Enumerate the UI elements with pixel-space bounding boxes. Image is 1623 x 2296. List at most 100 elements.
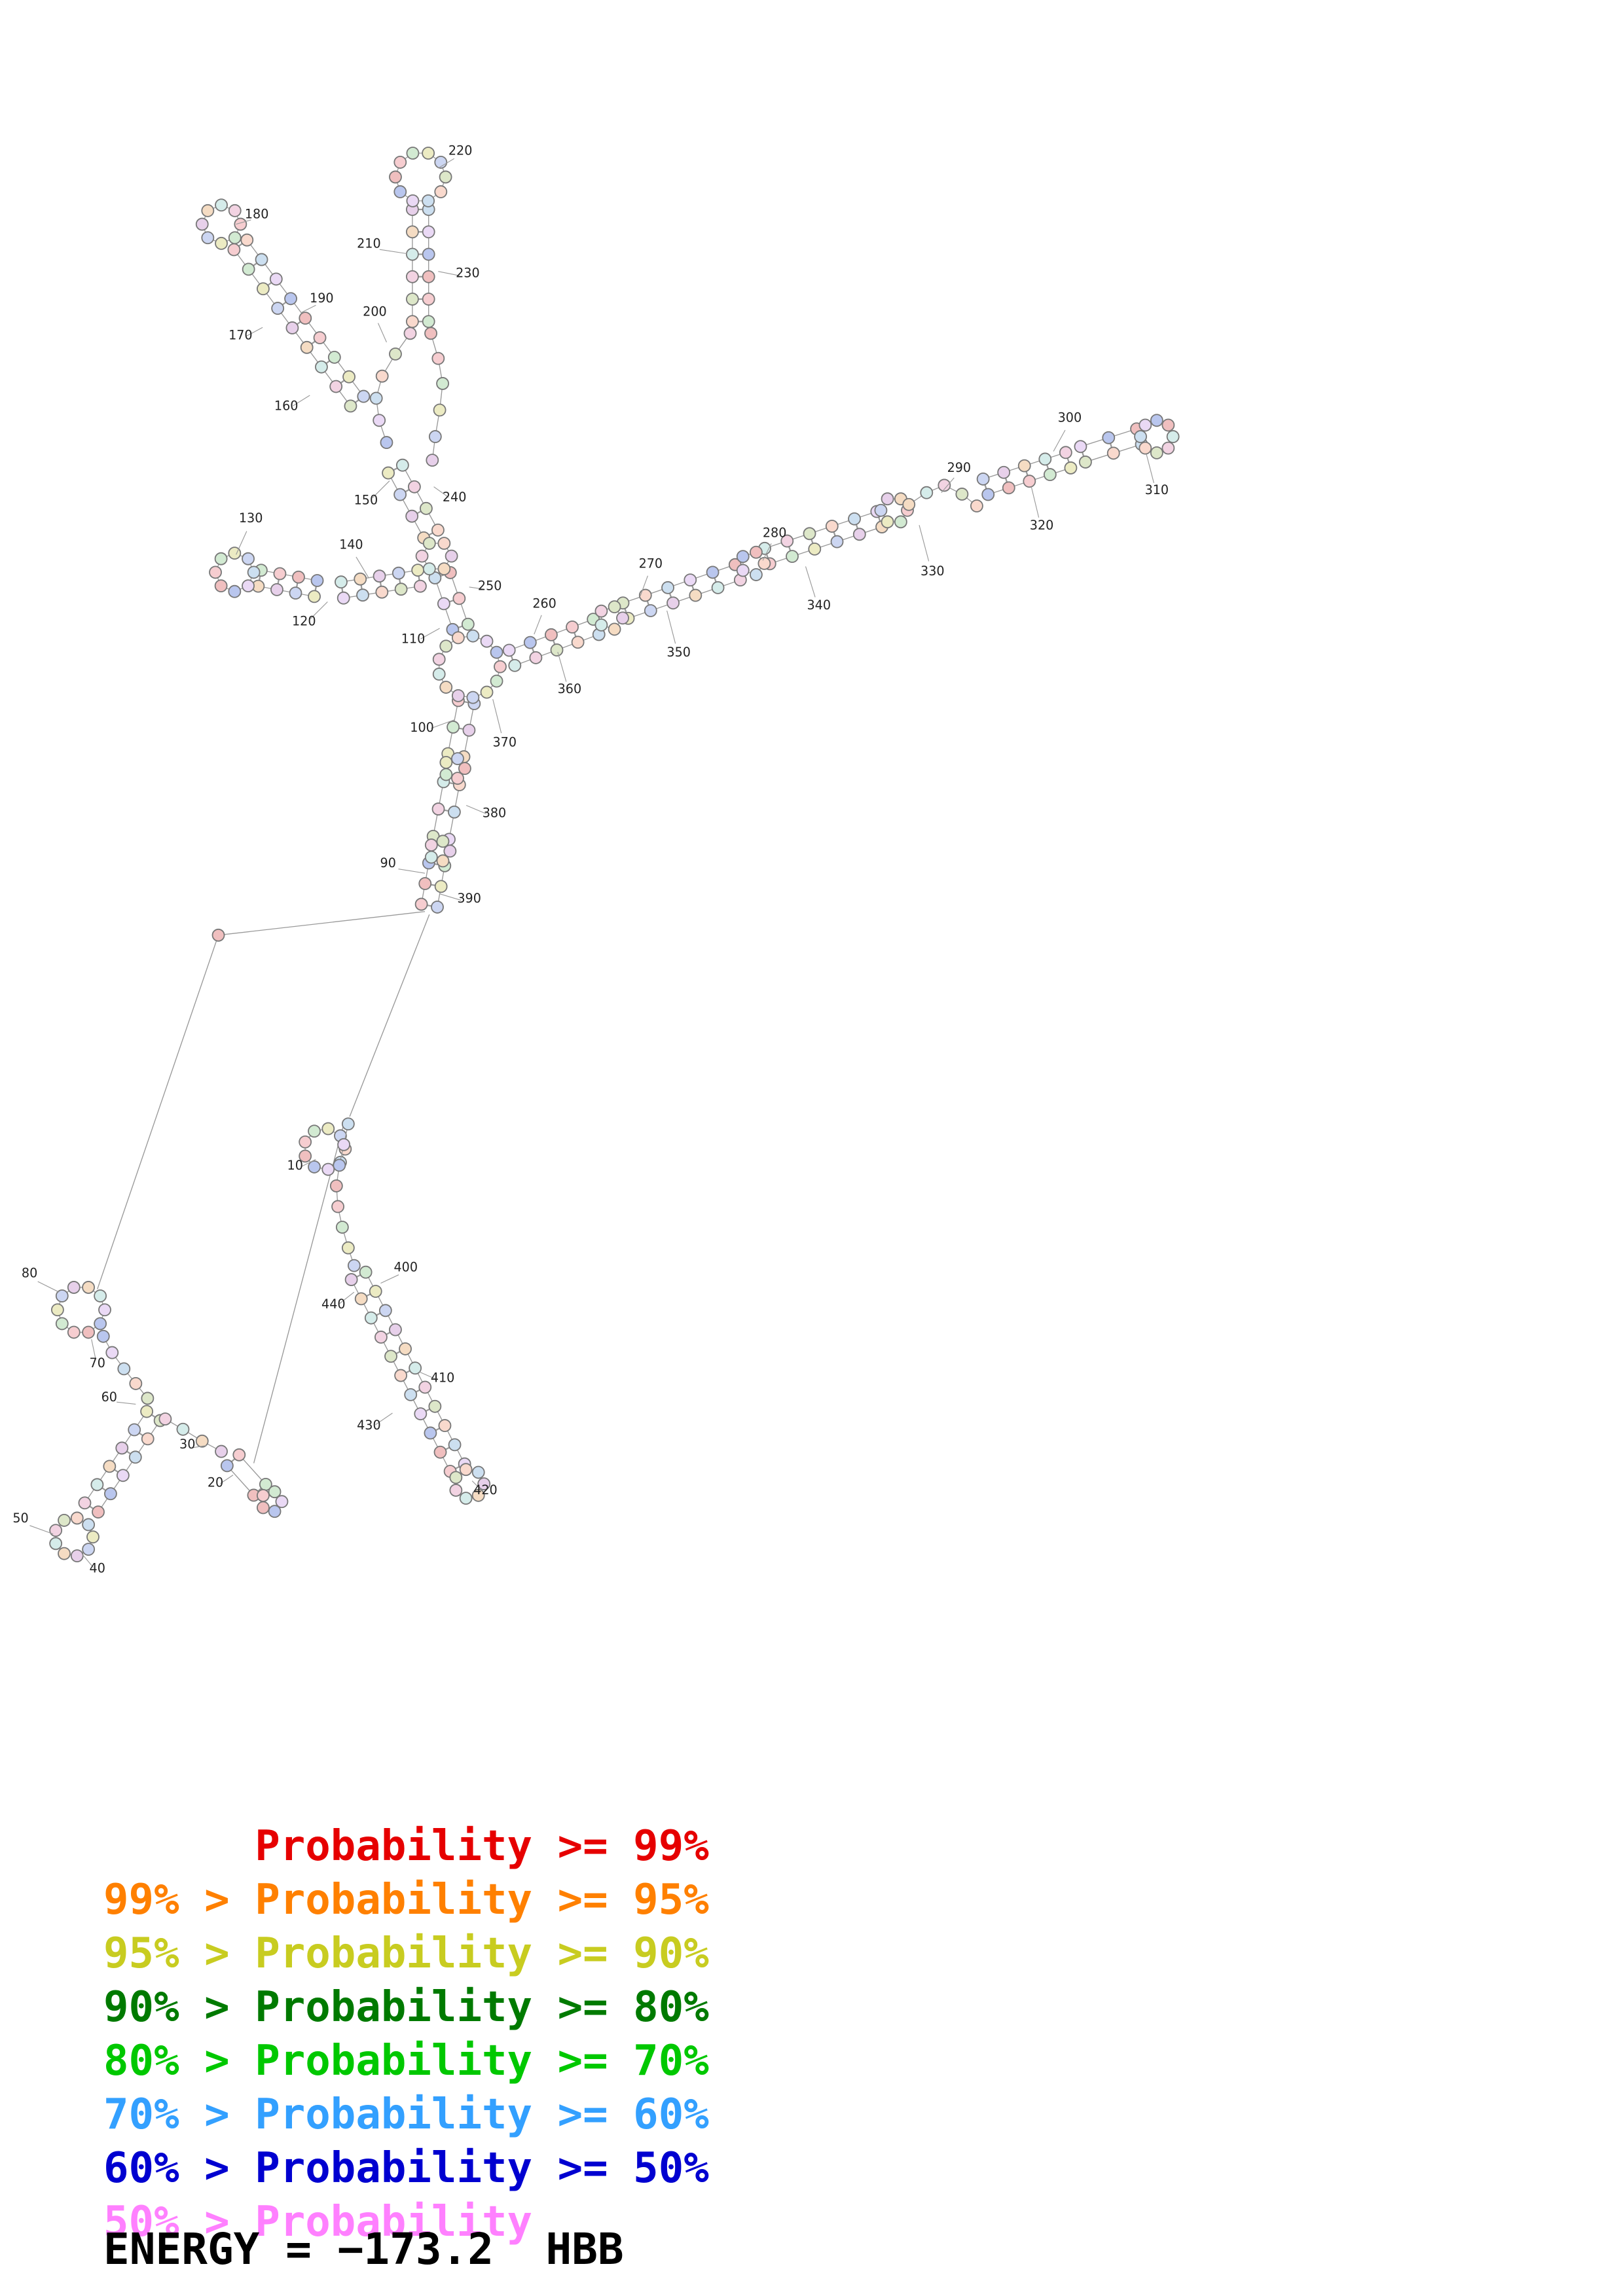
nucleotide bbox=[414, 579, 427, 593]
nucleotide bbox=[711, 581, 725, 594]
nucleotide bbox=[431, 900, 444, 914]
nucleotide bbox=[308, 590, 321, 603]
nucleotide bbox=[49, 1537, 63, 1551]
nucleotide bbox=[329, 1179, 343, 1193]
nucleotide bbox=[228, 584, 242, 598]
nucleotide bbox=[550, 643, 564, 657]
nucleotide bbox=[344, 399, 357, 413]
nucleotide bbox=[104, 1487, 117, 1501]
position-label: 290 bbox=[947, 460, 972, 475]
position-label: 80 bbox=[22, 1266, 37, 1281]
nucleotide bbox=[981, 488, 995, 501]
nucleotide bbox=[881, 492, 894, 506]
nucleotide bbox=[342, 370, 356, 384]
nucleotide bbox=[422, 537, 436, 550]
nucleotide bbox=[418, 1380, 432, 1394]
position-label: 400 bbox=[393, 1260, 418, 1275]
nucleotide bbox=[449, 1471, 463, 1484]
nucleotide bbox=[215, 236, 228, 250]
nucleotide bbox=[389, 347, 402, 361]
backbone-line bbox=[919, 525, 930, 562]
position-label: 140 bbox=[339, 537, 363, 552]
backbone-line bbox=[372, 480, 390, 499]
nucleotide bbox=[419, 501, 433, 515]
backbone-line bbox=[375, 1412, 393, 1426]
position-label: 40 bbox=[90, 1560, 105, 1575]
nucleotide bbox=[970, 499, 983, 512]
position-label: 50 bbox=[12, 1511, 28, 1526]
position-label: 220 bbox=[448, 143, 473, 158]
nucleotide bbox=[414, 1407, 428, 1421]
nucleotide bbox=[1017, 459, 1031, 473]
nucleotide bbox=[1078, 456, 1092, 469]
nucleotide bbox=[451, 689, 465, 702]
nucleotide bbox=[195, 217, 209, 231]
nucleotide bbox=[394, 1369, 408, 1382]
nucleotide bbox=[431, 351, 445, 365]
nucleotide bbox=[706, 565, 720, 579]
nucleotide bbox=[414, 897, 428, 911]
nucleotide bbox=[356, 588, 369, 602]
nucleotide bbox=[462, 723, 476, 737]
legend-entry: 90% > Probability >= 80% bbox=[103, 1983, 709, 2032]
nucleotide bbox=[128, 1423, 141, 1437]
nucleotide bbox=[471, 1465, 485, 1479]
nucleotide bbox=[451, 752, 464, 766]
nucleotide bbox=[176, 1422, 190, 1436]
nucleotide bbox=[874, 503, 888, 517]
nucleotide bbox=[1134, 430, 1147, 443]
nucleotide bbox=[424, 850, 438, 864]
nucleotide bbox=[466, 629, 480, 643]
nucleotide bbox=[214, 579, 228, 593]
nucleotide bbox=[380, 436, 393, 450]
nucleotide bbox=[997, 465, 1011, 479]
position-label: 430 bbox=[357, 1418, 381, 1433]
nucleotide bbox=[437, 562, 451, 576]
nucleotide bbox=[242, 552, 255, 565]
backbone-line bbox=[91, 1339, 96, 1360]
position-label: 240 bbox=[443, 490, 467, 505]
backbone-line bbox=[805, 566, 816, 598]
nucleotide bbox=[215, 198, 228, 212]
nucleotide bbox=[116, 1469, 130, 1482]
energy-label: ENERGY = −173.2 HBB bbox=[103, 2224, 624, 2274]
nucleotide bbox=[803, 527, 816, 541]
backbone-line bbox=[349, 914, 430, 1117]
nucleotide bbox=[389, 170, 402, 184]
nucleotide bbox=[480, 685, 494, 699]
nucleotide bbox=[1161, 441, 1175, 455]
nucleotide bbox=[256, 282, 270, 296]
nucleotide bbox=[228, 547, 242, 560]
nucleotide bbox=[335, 575, 348, 589]
backbone-line bbox=[377, 323, 387, 343]
nucleotide bbox=[321, 1162, 335, 1176]
nucleotide bbox=[405, 247, 419, 261]
nucleotide bbox=[105, 1346, 119, 1359]
position-label: 180 bbox=[245, 207, 269, 222]
nucleotide bbox=[299, 312, 312, 325]
nucleotide bbox=[327, 350, 341, 364]
nucleotide bbox=[436, 834, 450, 848]
nucleotide bbox=[1059, 446, 1072, 459]
nucleotide bbox=[1139, 418, 1152, 432]
nucleotide bbox=[1038, 452, 1052, 466]
nucleotide bbox=[461, 617, 475, 631]
nucleotide bbox=[70, 1511, 84, 1525]
nucleotide bbox=[232, 1448, 246, 1462]
nucleotide bbox=[195, 1434, 209, 1448]
nucleotide bbox=[268, 1485, 282, 1499]
nucleotide bbox=[458, 762, 471, 776]
nucleotide bbox=[1106, 446, 1120, 460]
nucleotide bbox=[433, 1445, 447, 1459]
nucleotide bbox=[373, 414, 386, 427]
nucleotide bbox=[300, 340, 314, 354]
position-label: 20 bbox=[208, 1475, 223, 1490]
nucleotide bbox=[438, 1419, 452, 1433]
nucleotide bbox=[270, 583, 283, 596]
nucleotide bbox=[354, 572, 367, 586]
position-label: 300 bbox=[1058, 410, 1082, 425]
position-label: 250 bbox=[478, 578, 502, 593]
nucleotide bbox=[1150, 414, 1163, 427]
nucleotide bbox=[67, 1325, 81, 1339]
nucleotide bbox=[90, 1478, 104, 1492]
